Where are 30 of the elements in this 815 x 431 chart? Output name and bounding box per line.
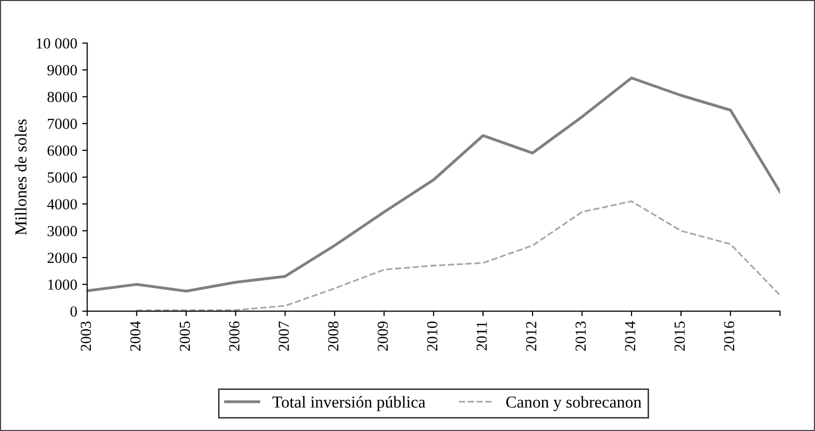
y-tick-label: 7000 [48, 118, 77, 129]
legend-label: Canon y sobrecanon [506, 396, 642, 412]
x-tick-label: 2010 [427, 321, 438, 351]
x-tick-label: 2007 [278, 321, 289, 351]
y-tick-label: 1000 [48, 280, 77, 290]
line-series [136, 200, 780, 312]
x-tick-label: 2015 [674, 322, 685, 351]
x-tick-label: 2004 [130, 321, 141, 351]
y-tick-label: 4000 [47, 199, 77, 210]
x-tick-label: 2008 [328, 321, 338, 351]
x-tick-label: 2012 [526, 322, 536, 351]
x-tick-label: 2014 [625, 321, 636, 351]
x-tick-label: 2016 [724, 321, 734, 351]
y-axis-title: Millones de soles [14, 119, 27, 235]
y-tick-label: 10 000 [36, 38, 77, 49]
x-tick-label: 2005 [180, 322, 190, 351]
legend-label: Total inversión pública [272, 396, 426, 412]
y-tick-label: 5000 [48, 172, 77, 183]
x-tick-label: 2011 [476, 322, 487, 350]
x-tick-label: 2013 [576, 322, 586, 351]
y-tick-label: 3000 [48, 226, 77, 236]
line-series [87, 76, 780, 292]
x-tick-label: 2009 [378, 322, 388, 351]
y-tick-label: 2000 [48, 252, 77, 264]
x-tick-label: 2006 [229, 321, 240, 351]
y-tick-label: 8000 [48, 92, 77, 102]
y-tick-label: 6000 [48, 145, 77, 156]
y-tick-label: 9000 [47, 65, 77, 76]
y-tick-label: 0 [70, 306, 77, 317]
x-tick-label: 2003 [80, 322, 92, 351]
